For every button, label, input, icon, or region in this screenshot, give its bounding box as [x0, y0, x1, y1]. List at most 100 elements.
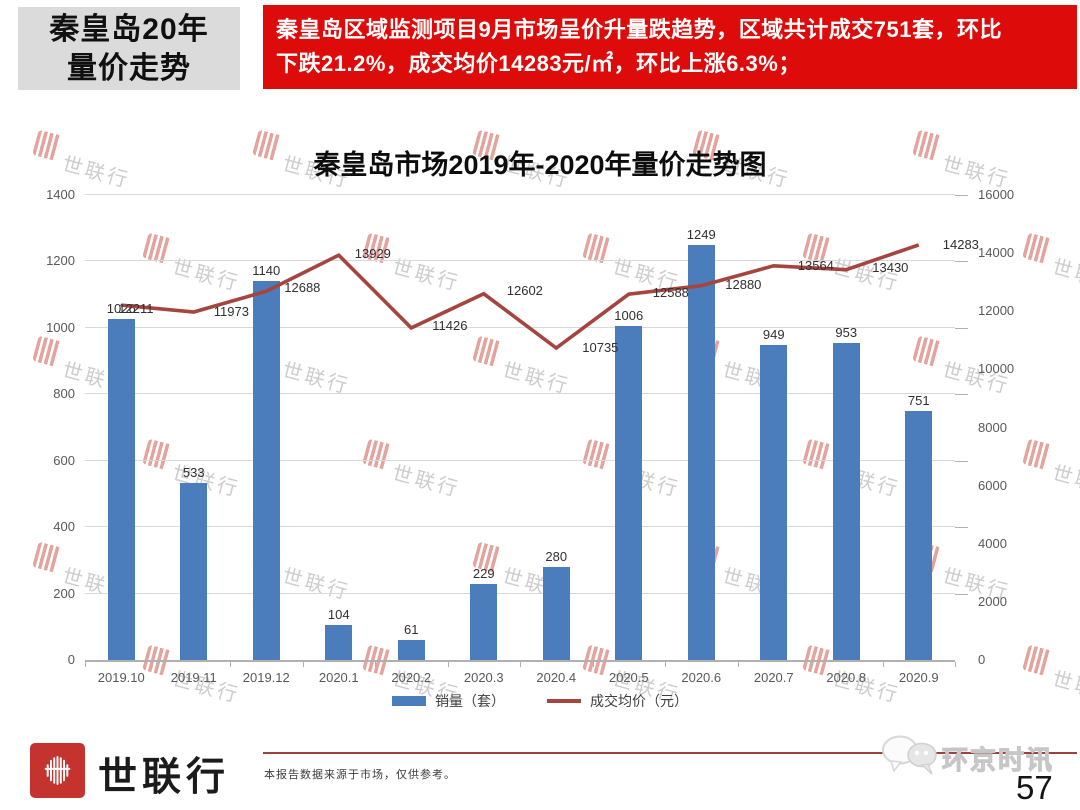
right-axis-tick-label: 6000 [978, 477, 1007, 493]
volume-bar [397, 639, 425, 660]
right-axis-tick-label: 0 [978, 652, 986, 667]
volume-bar [832, 343, 860, 660]
x-axis-tick-mark [810, 662, 811, 667]
price-point-label: 12588 [652, 285, 689, 301]
price-point-label: 14283 [942, 236, 979, 252]
right-axis-tick-mark [955, 593, 968, 595]
price-point-label: 13430 [872, 259, 909, 275]
chart-title: 秦皇岛市场2019年-2020年量价走势图 [313, 150, 767, 180]
x-axis-tick-mark [447, 662, 449, 667]
channel-badge: 环京时讯 [880, 733, 1054, 784]
right-axis-tick-label: 14000 [978, 245, 1015, 261]
right-axis-tick-mark [955, 327, 968, 329]
chart-legend: 销量（套） 成交均价（元） [0, 691, 1080, 711]
gridline [85, 592, 955, 594]
price-point-label: 12602 [506, 282, 543, 298]
volume-swatch [392, 696, 426, 706]
left-axis-tick-label: 400 [53, 519, 75, 535]
right-axis-tick-mark [955, 195, 968, 196]
legend-item-price: 成交均价（元） [547, 691, 688, 711]
left-axis-tick-label: 1000 [46, 319, 75, 335]
bar-value-label: 533 [182, 464, 205, 480]
right-axis-tick-mark [955, 527, 968, 529]
banner-line2: 下跌21.2%，成交均价14283元/㎡，环比上涨6.3%； [276, 51, 801, 76]
price-swatch [547, 699, 581, 703]
bar-value-label: 953 [835, 325, 858, 341]
bar-value-label: 61 [404, 621, 419, 637]
right-axis-tick-label: 2000 [978, 593, 1007, 609]
x-axis-label: 2019.10 [97, 670, 145, 685]
x-axis-label: 2020.5 [608, 670, 649, 685]
x-axis-label: 2020.2 [391, 670, 432, 685]
bar-value-label: 1249 [686, 227, 716, 243]
volume-bar [107, 319, 135, 660]
gridline [85, 526, 955, 528]
chat-bubbles-icon [880, 733, 942, 784]
volume-bar [542, 567, 570, 660]
x-axis-label: 2020.1 [318, 670, 359, 685]
price-point-label: 10735 [582, 340, 619, 355]
volume-bar [615, 325, 643, 660]
bar-value-label: 280 [545, 549, 568, 564]
right-axis-tick-label: 16000 [978, 187, 1015, 202]
x-axis-label: 2020.4 [536, 670, 577, 685]
x-axis-label: 2020.8 [826, 670, 867, 685]
x-axis-tick-mark [230, 662, 231, 667]
volume-bar [760, 344, 788, 660]
price-point-label: 12211 [118, 301, 154, 317]
x-axis-label: 2019.12 [242, 670, 290, 685]
right-axis-tick-mark [955, 460, 968, 462]
legend-item-volume: 销量（套） [392, 691, 505, 711]
bar-value-label: 751 [907, 392, 930, 408]
worldunion-logo-icon [30, 743, 85, 798]
price-point-label: 12880 [725, 276, 762, 292]
bar-value-label: 104 [327, 607, 350, 623]
channel-name: 环京时讯 [941, 745, 1055, 776]
volume-bar [325, 625, 353, 660]
left-axis-tick-label: 1400 [46, 187, 75, 202]
price-line [121, 243, 920, 351]
page-number: 57 [1016, 769, 1053, 806]
volume-bar [180, 482, 208, 660]
left-axis-tick-label: 1200 [46, 253, 75, 269]
slide-title-box: 秦皇岛20年 量价走势 [18, 7, 240, 90]
plot-area: 1026 533 1140 104 61 229 280 1006 1249 949 953 751 1… [85, 194, 979, 662]
right-axis-tick-label: 10000 [978, 361, 1015, 377]
x-axis-label: 2019.11 [170, 670, 217, 685]
right-axis-tick-mark [955, 261, 968, 263]
gridline [85, 194, 955, 195]
gridline [85, 393, 955, 395]
x-axis-tick-mark [157, 662, 159, 667]
price-point-label: 11426 [432, 317, 468, 333]
left-axis-tick-label: 800 [53, 386, 75, 402]
slide-title-line2: 量价走势 [67, 51, 191, 85]
x-axis-tick-mark [520, 662, 521, 667]
left-axis-tick-label: 0 [67, 652, 75, 667]
left-axis-tick-label: 200 [53, 585, 75, 601]
volume-bar [252, 281, 280, 660]
x-axis-tick-mark [302, 662, 304, 667]
bar-value-label: 229 [472, 565, 495, 581]
bar-value-label: 1140 [252, 263, 281, 279]
footer-divider-line [263, 752, 1077, 754]
x-axis-label: 2020.6 [681, 670, 722, 685]
price-point-label: 13564 [797, 257, 834, 273]
right-axis-tick-label: 12000 [978, 303, 1015, 319]
price-point-label: 12688 [284, 280, 321, 296]
gridline [85, 260, 955, 262]
volume-bar [470, 583, 498, 660]
slide-title-line1: 秦皇岛20年 [49, 12, 209, 46]
x-axis-label: 2020.9 [898, 670, 939, 685]
x-axis-tick-mark [592, 662, 594, 667]
bar-value-label: 1006 [614, 307, 644, 323]
price-point-label: 11973 [213, 304, 249, 320]
volume-bar [905, 410, 933, 660]
legend-price-label: 成交均价（元） [590, 693, 688, 709]
x-axis-tick-mark [955, 662, 956, 667]
x-axis-tick-mark [375, 662, 376, 667]
gridline [85, 459, 955, 461]
gridline [85, 326, 955, 328]
x-axis-tick-mark [737, 662, 739, 667]
